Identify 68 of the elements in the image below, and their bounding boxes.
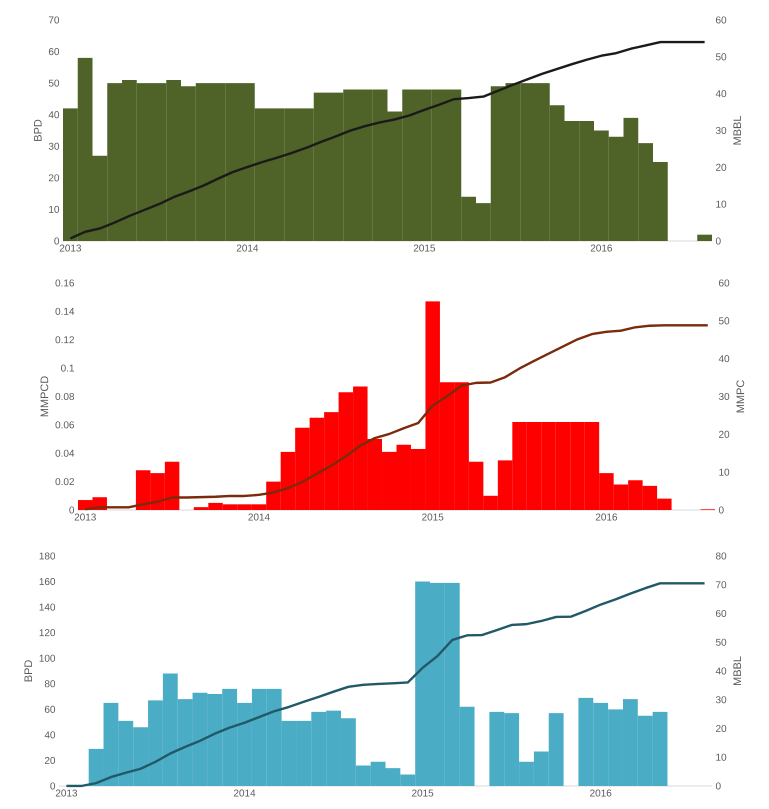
x-tick-label: 2014: [236, 244, 258, 252]
x-tick-label: 2016: [590, 244, 612, 252]
x-tick-label: 2015: [412, 790, 434, 797]
y2-tick-label: 40: [716, 667, 726, 675]
y-tick-label: 100: [40, 654, 56, 662]
y-axis-title: BPD: [34, 120, 42, 141]
y2-tick-label: 30: [716, 126, 726, 134]
y2-tick-label: 60: [719, 279, 730, 287]
y2-tick-label: 0: [716, 237, 721, 245]
y-tick-label: 0.04: [55, 450, 74, 457]
y2-tick-label: 40: [716, 90, 726, 98]
y2-tick-label: 0: [716, 782, 721, 790]
y2-tick-label: 50: [716, 638, 726, 646]
y2-tick-label: 0: [718, 506, 724, 514]
y-tick-label: 0: [69, 506, 74, 514]
x-tick-label: 2014: [234, 790, 256, 797]
y-tick-label: 20: [48, 174, 60, 182]
y-tick-label: 0.16: [55, 279, 74, 287]
y-tick-label: 40: [48, 111, 60, 118]
y2-tick-label: 20: [716, 164, 726, 171]
x-tick-label: 2016: [596, 514, 618, 521]
y2-tick-label: 20: [716, 724, 726, 732]
y-tick-label: 0: [54, 237, 60, 245]
y2-tick-label: 60: [716, 610, 726, 618]
y-tick-label: 0.12: [55, 336, 74, 344]
x-tick-label: 2014: [248, 514, 270, 521]
y-axis-title: MMPCD: [40, 376, 48, 416]
y2-tick-label: 70: [716, 581, 726, 588]
y-tick-label: 60: [48, 48, 60, 56]
y2-tick-label: 30: [716, 696, 726, 704]
y-tick-label: 20: [44, 756, 56, 764]
y-tick-label: 70: [48, 16, 60, 24]
y-tick-label: 140: [40, 604, 56, 611]
y2-tick-label: 10: [716, 200, 726, 208]
y2-tick-label: 80: [716, 552, 726, 560]
y-tick-label: 0.14: [55, 308, 74, 315]
y2-tick-label: 30: [718, 392, 730, 400]
y-tick-label: 160: [40, 578, 56, 586]
y-axis-title: BPD: [24, 660, 32, 682]
y-tick-label: 60: [44, 706, 56, 713]
x-tick-label: 2013: [60, 244, 82, 252]
y-tick-label: 0.02: [55, 478, 74, 486]
y-tick-label: 10: [49, 206, 60, 213]
y-tick-label: 50: [48, 80, 60, 87]
y2-axis-title: MBBL: [733, 116, 741, 145]
y-tick-label: 0.06: [55, 421, 74, 428]
y2-tick-label: 60: [716, 16, 726, 24]
y-tick-label: 40: [44, 731, 56, 738]
y-tick-label: 80: [44, 680, 56, 688]
y2-tick-label: 40: [718, 355, 730, 362]
y-tick-label: 120: [40, 629, 56, 636]
y-tick-label: 30: [48, 142, 60, 150]
y2-tick-label: 50: [718, 317, 730, 324]
x-tick-label: 2016: [590, 790, 612, 797]
x-tick-label: 2015: [422, 514, 444, 521]
y-tick-label: 0.1: [61, 364, 74, 372]
y2-axis-title: MMPC: [736, 380, 744, 412]
y-tick-label: 180: [40, 552, 56, 560]
y-tick-label: 0: [50, 782, 56, 790]
x-tick-label: 2015: [414, 244, 436, 252]
y2-tick-label: 50: [716, 53, 726, 60]
y2-tick-label: 10: [719, 468, 730, 476]
x-tick-label: 2013: [56, 790, 78, 797]
y2-axis-title: MBBL: [733, 656, 741, 686]
y2-tick-label: 10: [716, 754, 726, 761]
y-tick-label: 0.08: [55, 392, 74, 400]
y2-tick-label: 20: [719, 430, 730, 438]
x-tick-label: 2013: [74, 514, 96, 521]
